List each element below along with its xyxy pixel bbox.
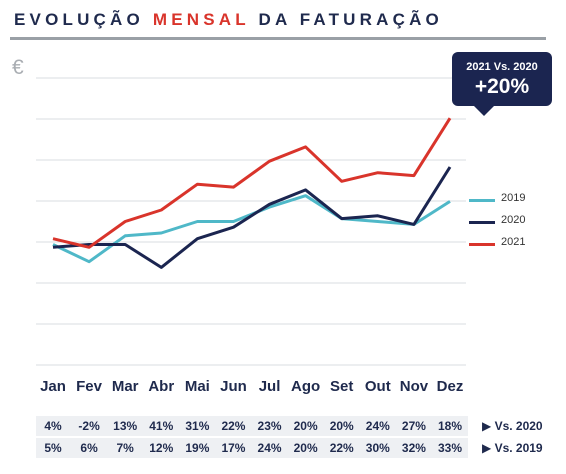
x-tick-label: Dez [436,378,464,395]
x-tick-label: Jun [220,378,247,395]
legend-swatch [469,221,495,224]
comparison-value: 12% [149,441,174,455]
x-tick-label: Set [330,378,354,395]
series-line-2020 [52,166,452,269]
series-line-2021 [52,117,452,249]
comparison-value: 17% [221,441,246,455]
chart-title: EVOLUÇÃO MENSAL DA FATURAÇÃO [14,10,443,30]
x-tick-label: Out [364,378,391,395]
comparison-value: 24% [365,419,390,433]
x-tick-label: Ago [291,378,321,395]
comparison-row: 5% 6% 7% 12% 19% 17% 24% 20% 22% 30% 32% 33% [36,438,468,458]
title-divider [10,37,546,40]
x-tick-label: Abr [148,378,175,395]
legend-swatch [469,199,495,202]
comparison-value: 22% [329,441,354,455]
x-tick-label: Nov [399,378,429,395]
callout-value: +20% [474,75,530,98]
comparison-value: 27% [401,419,426,433]
comparison-value: 33% [437,441,463,455]
title-part1: EVOLUÇÃO [14,10,153,29]
comparison-value: 20% [293,419,318,433]
comparison-value: 13% [113,419,138,433]
currency-symbol: € [12,56,24,79]
comparison-value: 23% [257,419,282,433]
comparison-value: 18% [437,419,463,433]
callout-pointer [474,106,494,116]
x-tick-label: Fev [76,378,102,395]
comparison-value: 7% [116,441,134,455]
legend-label: 2021 [501,236,526,248]
comparison-value: 24% [257,441,282,455]
x-tick-label: Mai [184,378,210,395]
comparison-row-label: ▶ Vs. 2020 [482,419,543,433]
comparison-value: 4% [44,419,62,433]
comparison-value: 19% [185,441,210,455]
comparison-value: 20% [293,441,318,455]
growth-callout: 2021 Vs. 2020 +20% [452,52,552,116]
legend-label: 2019 [501,192,526,204]
x-tick-label: Jan [40,378,66,395]
comparison-value: 5% [44,441,62,455]
comparison-value: 32% [401,441,426,455]
x-axis-labels: Jan Fev Mar Abr Mai Jun Jul Ago Set Out Nov Dez [36,378,468,396]
title-part2: DA FATURAÇÃO [249,10,443,29]
x-tick-label: Jul [258,378,281,395]
comparison-value: 31% [185,419,210,433]
comparison-value: 20% [329,419,354,433]
comparison-row: 4% -2% 13% 41% 31% 22% 23% 20% 20% 24% 27% 18% [36,416,468,436]
comparison-value: 41% [149,419,174,433]
callout-label: 2021 Vs. 2020 [466,61,538,73]
comparison-row-label: ▶ Vs. 2019 [482,441,543,455]
comparison-value: 22% [221,419,246,433]
comparison-value: 6% [80,441,98,455]
title-highlight: MENSAL [152,10,250,29]
legend-label: 2020 [501,214,526,226]
comparison-value: 30% [365,441,390,455]
x-tick-label: Mar [111,378,139,395]
legend-swatch [469,243,495,246]
comparison-value: -2% [78,419,100,433]
